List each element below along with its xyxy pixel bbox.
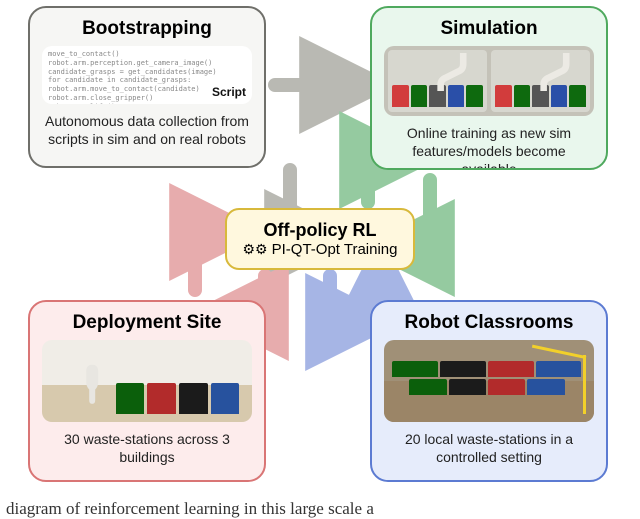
arrow-center-to-classrooms: [330, 276, 364, 322]
deployment-title: Deployment Site: [42, 312, 252, 334]
center-subtitle-text: PI-QT-Opt Training: [272, 241, 398, 258]
bootstrapping-title: Bootstrapping: [42, 18, 252, 40]
caption-fragment: diagram of reinforcement learning in thi…: [0, 499, 640, 519]
classrooms-title: Robot Classrooms: [384, 312, 594, 334]
center-card: Off-policy RL ⚙⚙ PI-QT-Opt Training: [225, 208, 415, 270]
simulation-title: Simulation: [384, 18, 594, 40]
classrooms-caption: 20 local waste-stations in a controlled …: [384, 430, 594, 466]
simulation-caption: Online training as new sim features/mode…: [384, 124, 594, 170]
simulation-thumb: [384, 46, 594, 116]
deployment-caption: 30 waste-stations across 3 buildings: [42, 430, 252, 466]
bootstrapping-thumb: move_to_contact()robot.arm.perception.ge…: [42, 46, 252, 104]
deployment-card: Deployment Site 30 waste-stations across…: [28, 300, 266, 482]
classrooms-card: Robot Classrooms 20 local waste-stations…: [370, 300, 608, 482]
center-subtitle: ⚙⚙ PI-QT-Opt Training: [243, 241, 398, 258]
classrooms-thumb: [384, 340, 594, 422]
arrow-deployment-to-center: [195, 232, 228, 290]
bootstrapping-caption: Autonomous data collection from scripts …: [42, 112, 252, 148]
script-label: Script: [212, 85, 246, 100]
gear-icon: ⚙⚙: [243, 241, 268, 258]
deployment-thumb: [42, 340, 252, 422]
simulation-card: Simulation Online training as new sim fe…: [370, 6, 608, 170]
center-title: Off-policy RL: [264, 220, 377, 241]
bootstrapping-card: Bootstrapping move_to_contact()robot.arm…: [28, 6, 266, 168]
